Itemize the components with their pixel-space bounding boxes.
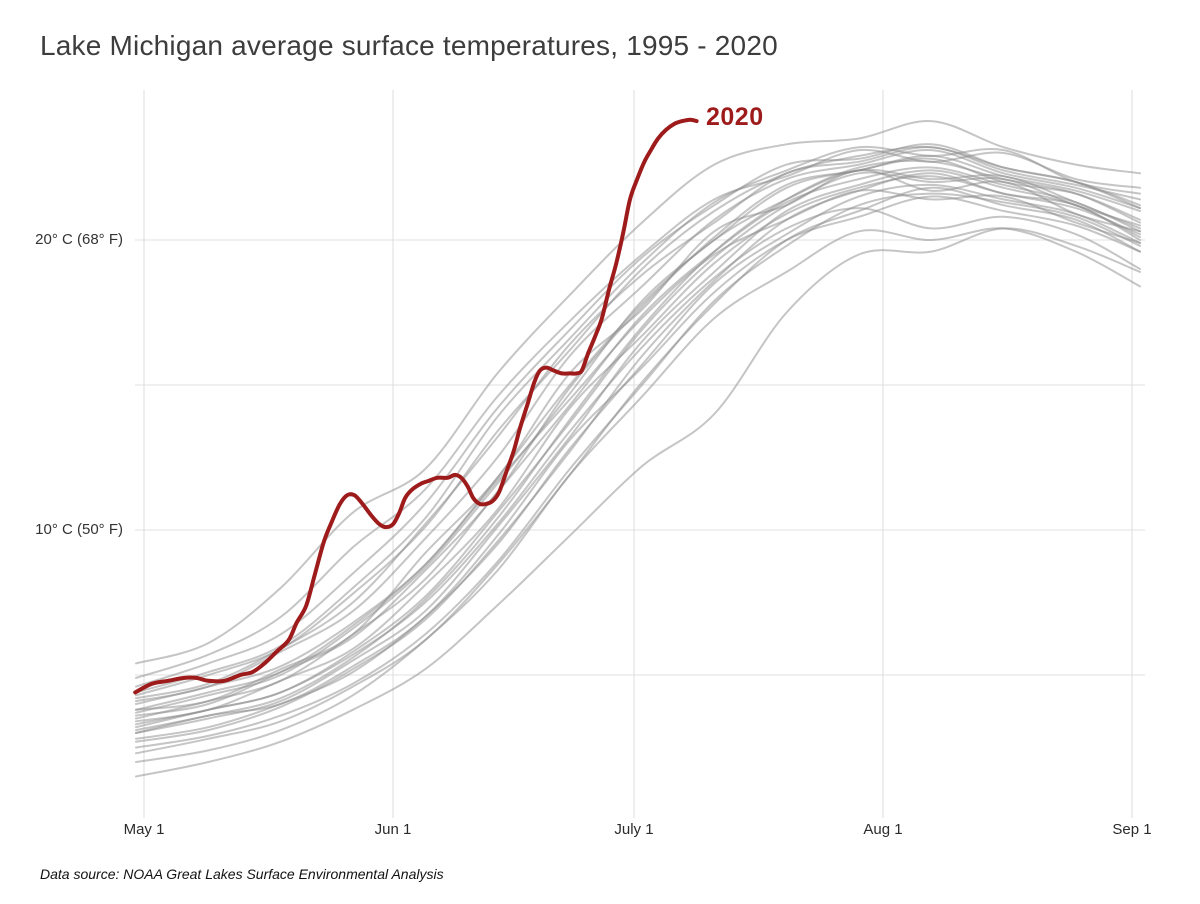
- x-tick-label-2: July 1: [614, 821, 654, 838]
- x-tick-label-0: May 1: [123, 821, 165, 838]
- data-source-note: Data source: NOAA Great Lakes Surface En…: [40, 866, 444, 882]
- y-axis-label-10c: 10° C (50° F): [35, 521, 123, 538]
- x-tick-label-3: Aug 1: [863, 821, 903, 838]
- series-label-2020: 2020: [706, 103, 764, 131]
- x-tick-label-1: Jun 1: [374, 821, 412, 838]
- chart-title: Lake Michigan average surface temperatur…: [40, 30, 778, 61]
- x-tick-label-4: Sep 1: [1112, 821, 1152, 838]
- y-axis-label-20c: 20° C (68° F): [35, 231, 123, 248]
